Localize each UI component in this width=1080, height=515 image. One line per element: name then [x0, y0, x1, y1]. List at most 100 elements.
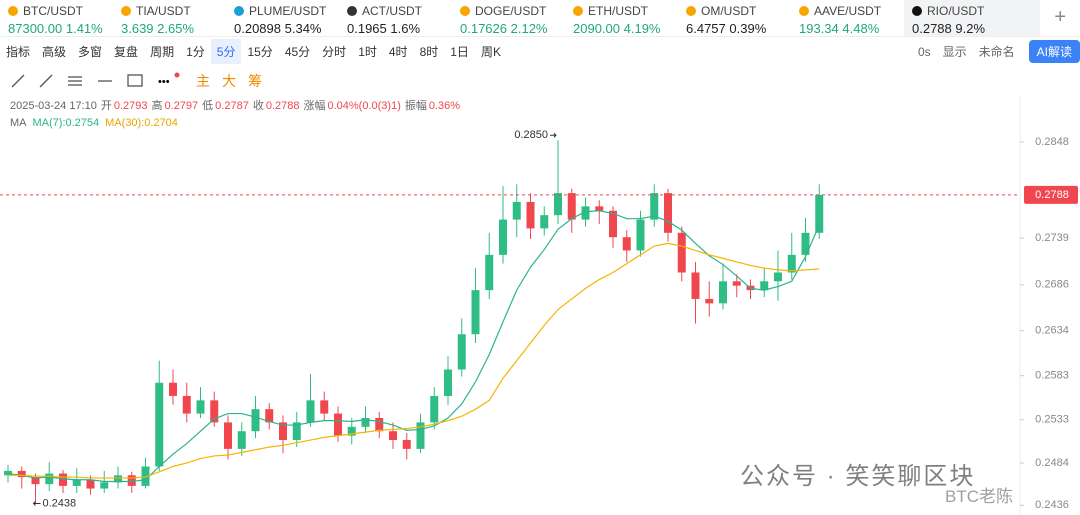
candle-body: [719, 281, 727, 304]
toolbar: 指标 高级 多窗 复盘 周期 1分 5分 15分 45分 分时 1时 4时 8时 1日 周K 0s 显示 未命名 A…: [0, 38, 1080, 65]
field-value: 0.2797: [164, 100, 199, 112]
candle-body: [499, 219, 507, 255]
candle-body: [72, 479, 81, 486]
candle-body: [691, 272, 700, 299]
ticker-name-row: TIA/USDT: [121, 4, 226, 18]
candle-body: [457, 334, 466, 370]
watermark: 公众号 · 笑笑聊区块: [740, 463, 976, 490]
ai-button[interactable]: AI解读: [1028, 40, 1080, 63]
candle-body: [609, 210, 617, 238]
ticker-tab[interactable]: PLUME/USDT 0.20898 5.34%: [226, 0, 339, 36]
period-button[interactable]: 周K: [480, 45, 501, 59]
drawing-toolbar: ••• 主大筹: [0, 65, 1080, 97]
ticker-tab[interactable]: DOGE/USDT 0.17626 2.12%: [452, 0, 565, 36]
tool-button[interactable]: 指标: [6, 45, 31, 59]
candle-body: [801, 232, 810, 255]
ticker-tab[interactable]: ETH/USDT 2090.00 4.19%: [565, 0, 678, 36]
ticker-tab[interactable]: OM/USDT 6.4757 0.39%: [678, 0, 791, 36]
y-tick-label: 0.2634: [1035, 325, 1069, 337]
last-price-tag: 0.2788: [1035, 189, 1069, 201]
ticker-price: 6.4757: [686, 21, 726, 36]
period-button[interactable]: 1日: [450, 45, 469, 59]
y-tick-label: 0.2533: [1035, 414, 1069, 426]
period-button[interactable]: 分时: [322, 45, 347, 59]
candle-body: [567, 193, 576, 220]
candle-body: [444, 369, 452, 396]
tool-button[interactable]: 未命名: [978, 45, 1015, 59]
ticker-icon: [234, 6, 244, 16]
ma-line: [7, 210, 820, 483]
tool-button[interactable]: 多窗: [78, 45, 103, 59]
ticker-name: OM/USDT: [701, 4, 757, 18]
period-button[interactable]: 1分: [186, 45, 205, 59]
candle-body: [127, 475, 136, 486]
mode-button[interactable]: 大: [222, 73, 236, 89]
candle-body: [554, 193, 562, 216]
drawing-icons: •••: [11, 72, 180, 88]
period-button[interactable]: 45分: [284, 45, 311, 59]
tool-button[interactable]: 0s: [917, 44, 931, 59]
period-button[interactable]: 15分: [247, 45, 273, 59]
field-label: 高: [151, 100, 163, 112]
period-button[interactable]: 8时: [419, 45, 439, 59]
ticker-tab[interactable]: TIA/USDT 3.639 2.65%: [113, 0, 226, 36]
candle-body: [650, 193, 659, 220]
candle-body: [402, 440, 411, 449]
ticker-tab[interactable]: RIO/USDT 0.2788 9.2%: [904, 0, 1040, 36]
ticker-name: RIO/USDT: [927, 4, 985, 18]
candle-body: [210, 400, 219, 423]
tool-button[interactable]: 周期: [150, 45, 175, 59]
candle-body: [86, 479, 95, 489]
candle-body: [334, 413, 342, 436]
ticker-price-row: 0.20898 5.34%: [234, 21, 339, 36]
add-tab[interactable]: +: [1054, 6, 1066, 28]
candle-body: [485, 254, 494, 291]
ticker-price: 2090.00: [573, 21, 620, 36]
field-label: 振幅: [404, 100, 427, 112]
field-label: 涨幅: [303, 100, 326, 112]
tool-button[interactable]: 复盘: [114, 45, 139, 59]
candle-body: [581, 206, 590, 220]
ticker-change: 9.2%: [955, 21, 986, 36]
ticker-icon: [121, 6, 131, 16]
candle-body: [237, 431, 246, 449]
tool-button[interactable]: 显示: [942, 45, 967, 59]
period-button[interactable]: 5分: [210, 39, 242, 64]
candle-body: [292, 422, 301, 441]
mode-button[interactable]: 主: [196, 73, 210, 89]
ticker-icon: [799, 6, 809, 16]
field-label: 收: [252, 100, 264, 112]
ticker-tabs: BTC/USDT 87300.00 1.41% TIA/USDT 3.639 2.65…: [0, 0, 1080, 37]
candle-body: [361, 417, 370, 427]
ticker-name: TIA/USDT: [136, 4, 191, 18]
last-price-tag-bg: [1024, 185, 1078, 204]
y-tick-label: 0.2686: [1035, 279, 1069, 291]
ticker-price-row: 0.2788 9.2%: [912, 21, 1040, 36]
field-value: 0.2788: [265, 100, 300, 112]
ticker-tab[interactable]: ACT/USDT 0.1965 1.6%: [339, 0, 452, 36]
ma-title: MA: [10, 117, 27, 129]
ticker-price: 0.17626: [460, 21, 507, 36]
high-label: 0.2850: [514, 129, 548, 141]
mode-button[interactable]: 筹: [248, 73, 262, 89]
y-tick-label: 0.2484: [1035, 457, 1069, 469]
period-button[interactable]: 1时: [358, 45, 377, 59]
period-button[interactable]: 4时: [388, 45, 408, 59]
ticker-change: 1.41%: [65, 21, 103, 36]
field-value: 0.2793: [113, 100, 148, 112]
candle-body: [347, 426, 356, 436]
tool-button[interactable]: 高级: [42, 45, 67, 59]
y-tick-label: 0.2739: [1035, 232, 1069, 244]
info-panel: 2025-03-24 17:10 开 0.2793 高 0.2797 低 0.2787 收 0.…: [10, 98, 464, 132]
ticker-tab[interactable]: AAVE/USDT 193.34 4.48%: [791, 0, 904, 36]
ticker-tab[interactable]: BTC/USDT 87300.00 1.41%: [0, 0, 113, 36]
candle-body: [320, 400, 329, 414]
ticker-price: 0.20898: [234, 21, 281, 36]
ticker-icon: [347, 6, 357, 16]
candle-body: [815, 194, 824, 233]
candle-body: [45, 473, 54, 485]
ticker-change: 2.12%: [510, 21, 548, 36]
ticker-price: 0.1965: [347, 21, 387, 36]
